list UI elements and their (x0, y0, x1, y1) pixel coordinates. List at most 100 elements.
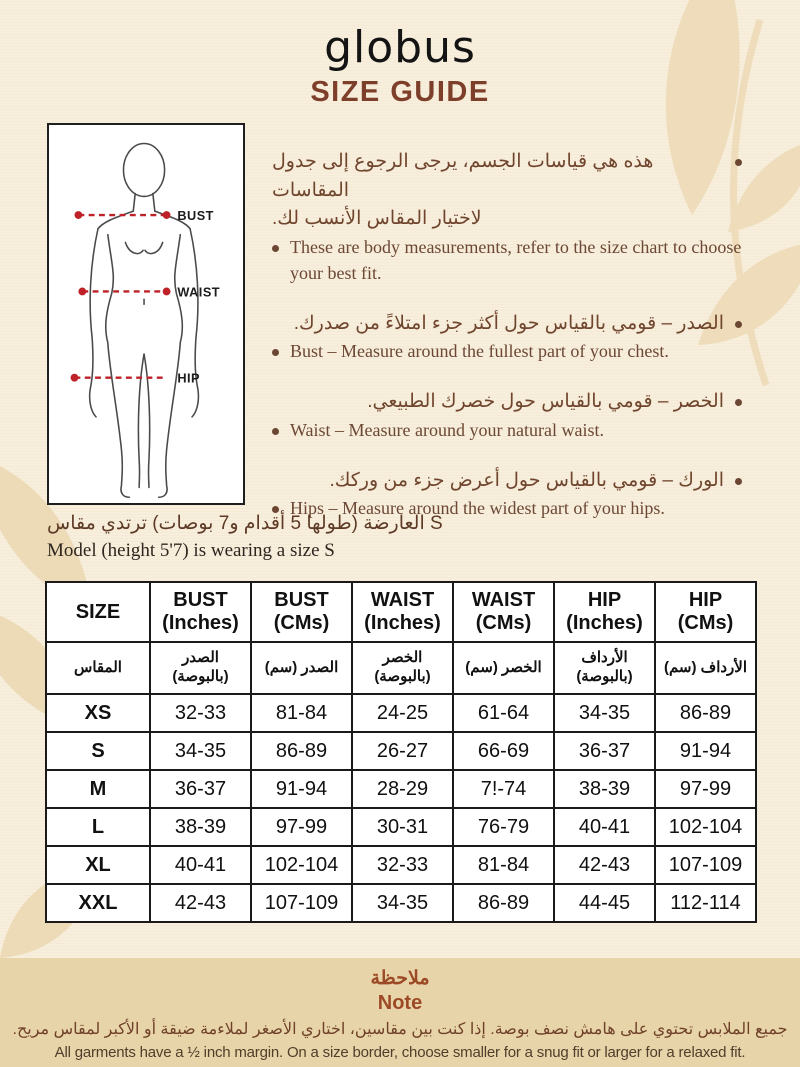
size-cell: XL (45, 845, 151, 885)
table-cell: 34-35 (351, 883, 454, 923)
table-cell: 66-69 (452, 731, 555, 771)
footer-note-section: ملاحظة Note جميع الملابس تحتوي على هامش … (0, 958, 800, 1067)
column-header-ar: الأرداف (سم) (654, 641, 757, 695)
column-header: SIZE (45, 581, 151, 643)
table-cell: 107-109 (654, 845, 757, 885)
instruction-group-waist: الخصر – قومي بالقياس حول خصرك الطبيعي. W… (272, 388, 742, 443)
instruction-group-bust: الصدر – قومي بالقياس حول أكثر جزء امتلاء… (272, 310, 742, 365)
table-cell: 28-29 (351, 769, 454, 809)
model-note: العارضة (طولها 5 أقدام و7 بوصات) ترتدي م… (47, 511, 517, 564)
table-cell: 86-89 (250, 731, 353, 771)
table-row-xxl: XXL 42-43 107-109 34-35 86-89 44-45 112-… (45, 883, 757, 923)
instruction-group-general: هذه هي قياسات الجسم، يرجى الرجوع إلى جدو… (272, 148, 742, 286)
instruction-arabic-text: الخصر – قومي بالقياس حول خصرك الطبيعي. (367, 391, 724, 413)
bullet-dot-icon (735, 320, 742, 328)
table-cell: 86-89 (654, 693, 757, 733)
instruction-english: Waist – Measure around your natural wais… (272, 417, 742, 443)
bust-label: BUST (177, 208, 214, 223)
table-row-xs: XS 32-33 81-84 24-25 61-64 34-35 86-89 (45, 693, 757, 733)
bullet-dot-icon (735, 399, 742, 407)
instruction-english: These are body measurements, refer to th… (272, 234, 742, 286)
note-body-english: All garments have a ½ inch margin. On a … (54, 1044, 746, 1061)
table-cell: 86-89 (452, 883, 555, 923)
instruction-arabic-text: الورك – قومي بالقياس حول أعرض جزء من ورك… (329, 469, 724, 491)
table-header-row-arabic: المقاس الصدر (بالبوصة) الصدر (سم) الخصر … (45, 641, 757, 695)
page-title: SIZE GUIDE (310, 76, 490, 108)
column-header-ar: الخصر (سم) (452, 641, 555, 695)
instruction-arabic: هذه هي قياسات الجسم، يرجى الرجوع إلى جدو… (272, 148, 742, 234)
column-header-ar: الصدر (بالبوصة) (149, 641, 252, 695)
table-cell: 42-43 (149, 883, 252, 923)
table-cell: 34-35 (149, 731, 252, 771)
table-cell: 112-114 (654, 883, 757, 923)
size-cell: S (45, 731, 151, 771)
note-heading-arabic: ملاحظة (370, 968, 430, 989)
bullet-dot-icon (272, 244, 279, 252)
size-cell: XXL (45, 883, 151, 923)
column-header-ar: الصدر (سم) (250, 641, 353, 695)
hip-label: HIP (177, 371, 200, 386)
table-cell: 91-94 (250, 769, 353, 809)
table-row-l: L 38-39 97-99 30-31 76-79 40-41 102-104 (45, 807, 757, 847)
table-row-s: S 34-35 86-89 26-27 66-69 36-37 91-94 (45, 731, 757, 771)
body-measurement-diagram: BUST WAIST HIP (47, 123, 245, 505)
table-row-xl: XL 40-41 102-104 32-33 81-84 42-43 107-1… (45, 845, 757, 885)
table-cell: 97-99 (654, 769, 757, 809)
bullet-dot-icon (735, 159, 742, 166)
instruction-english-text: Hips – Measure around the widest part of… (290, 498, 665, 519)
size-cell: XS (45, 693, 151, 733)
table-cell: 40-41 (553, 807, 656, 847)
table-row-m: M 36-37 91-94 28-29 7!-74 38-39 97-99 (45, 769, 757, 809)
table-cell: 40-41 (149, 845, 252, 885)
instruction-arabic: الورك – قومي بالقياس حول أعرض جزء من ورك… (272, 467, 742, 496)
column-header: BUST (Inches) (149, 581, 252, 643)
size-cell: L (45, 807, 151, 847)
instruction-group-hip: الورك – قومي بالقياس حول أعرض جزء من ورك… (272, 467, 742, 522)
bullet-dot-icon (735, 477, 742, 485)
table-cell: 36-37 (149, 769, 252, 809)
table-cell: 38-39 (149, 807, 252, 847)
bullet-dot-icon (272, 506, 279, 514)
top-right-leaf-decoration-icon (665, 0, 800, 387)
table-cell: 32-33 (149, 693, 252, 733)
instruction-english-text: Bust – Measure around the fullest part o… (290, 341, 669, 362)
table-header-row-english: SIZE BUST (Inches) BUST (CMs) WAIST (Inc… (45, 581, 757, 643)
mannequin-figure-icon: BUST WAIST HIP (70, 142, 220, 499)
instruction-arabic: الصدر – قومي بالقياس حول أكثر جزء امتلاء… (272, 310, 742, 339)
size-cell: M (45, 769, 151, 809)
table-cell: 34-35 (553, 693, 656, 733)
bullet-dot-icon (272, 349, 279, 357)
brand-logo: globus (324, 22, 476, 73)
table-cell: 26-27 (351, 731, 454, 771)
instruction-english-text: These are body measurements, refer to th… (290, 236, 742, 283)
bullet-dot-icon (272, 427, 279, 435)
column-header: HIP (CMs) (654, 581, 757, 643)
table-cell: 30-31 (351, 807, 454, 847)
instruction-english-text: Waist – Measure around your natural wais… (290, 419, 604, 440)
table-cell: 107-109 (250, 883, 353, 923)
table-cell: 81-84 (250, 693, 353, 733)
table-cell: 76-79 (452, 807, 555, 847)
table-cell: 102-104 (654, 807, 757, 847)
note-heading-english: Note (377, 992, 423, 1014)
column-header: HIP (Inches) (553, 581, 656, 643)
column-header: WAIST (Inches) (351, 581, 454, 643)
table-cell: 42-43 (553, 845, 656, 885)
column-header-ar: المقاس (45, 641, 151, 695)
table-cell: 61-64 (452, 693, 555, 733)
model-note-arabic: العارضة (طولها 5 أقدام و7 بوصات) ترتدي م… (47, 513, 443, 534)
column-header: BUST (CMs) (250, 581, 353, 643)
instruction-arabic: الخصر – قومي بالقياس حول خصرك الطبيعي. (272, 388, 742, 417)
instruction-arabic-text: هذه هي قياسات الجسم، يرجى الرجوع إلى جدو… (272, 151, 654, 229)
table-cell: 32-33 (351, 845, 454, 885)
instructions-list: هذه هي قياسات الجسم، يرجى الرجوع إلى جدو… (272, 148, 742, 545)
table-cell: 44-45 (553, 883, 656, 923)
table-cell: 38-39 (553, 769, 656, 809)
table-cell: 7!-74 (452, 769, 555, 809)
table-cell: 97-99 (250, 807, 353, 847)
model-note-english: Model (height 5'7) is wearing a size S (47, 539, 335, 561)
table-cell: 81-84 (452, 845, 555, 885)
instruction-english: Hips – Measure around the widest part of… (272, 495, 742, 521)
column-header: WAIST (CMs) (452, 581, 555, 643)
